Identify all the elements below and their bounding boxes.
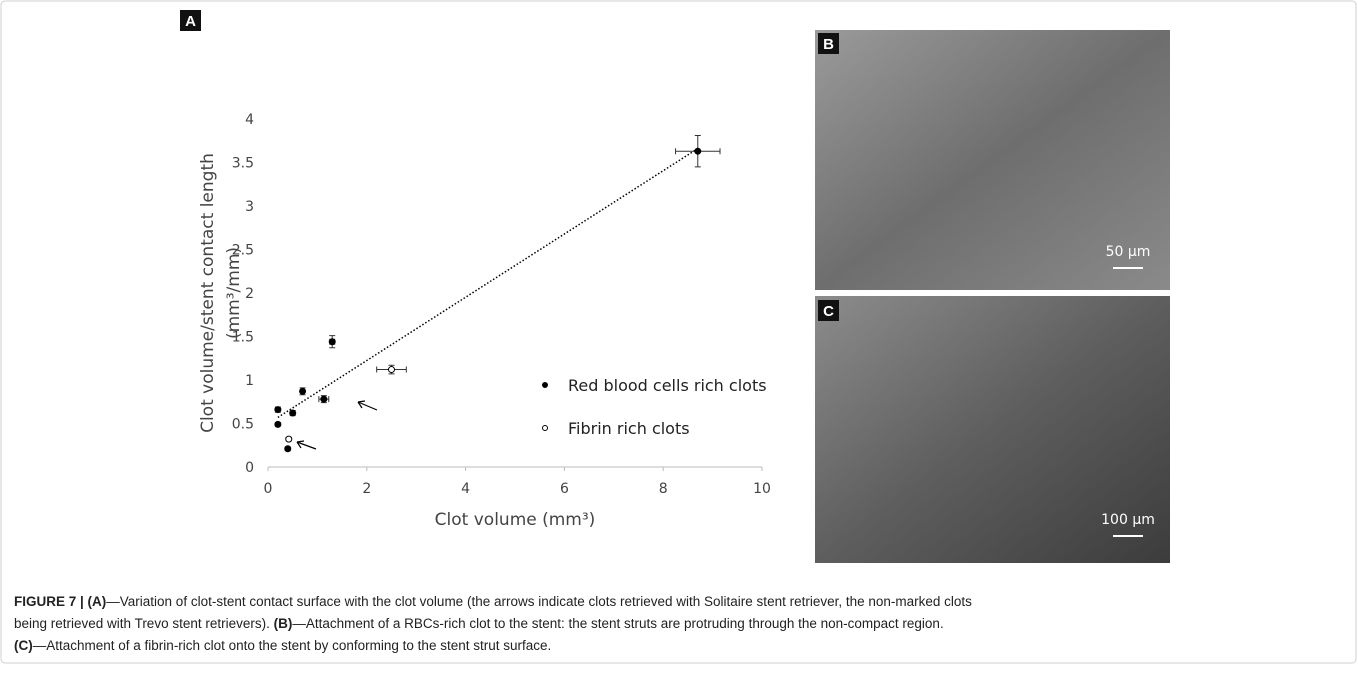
- caption-text: (B): [274, 616, 293, 631]
- x-tick-label: 6: [560, 481, 569, 497]
- x-tick-label: 10: [753, 481, 771, 497]
- point: [299, 387, 307, 395]
- y-tick-label: 2.5: [232, 243, 254, 259]
- arrow: [296, 441, 317, 450]
- point: [289, 409, 297, 417]
- panel-label: B: [823, 36, 834, 53]
- caption-text: —Variation of clot-stent contact surface…: [106, 594, 972, 609]
- y-axis-label: (mm³/mm): [224, 247, 244, 339]
- caption-text: —Attachment of a RBCs-rich clot to the s…: [292, 616, 943, 631]
- point: [328, 338, 336, 346]
- y-tick-label: 0: [245, 460, 254, 476]
- sem-image: [815, 30, 1170, 290]
- x-tick-label: 8: [659, 481, 668, 497]
- point: [284, 445, 292, 453]
- caption-line: being retrieved with Trevo stent retriev…: [14, 616, 944, 631]
- y-tick-label: 0.5: [232, 417, 254, 433]
- panel-label: A: [185, 13, 196, 30]
- point: [274, 420, 282, 428]
- point: [320, 395, 328, 403]
- arrow: [357, 401, 378, 411]
- trendline: [277, 147, 699, 419]
- point: [388, 366, 395, 374]
- panel-label-box: [818, 300, 839, 321]
- legend-label: Fibrin rich clots: [568, 419, 690, 438]
- caption-line: (C)—Attachment of a fibrin-rich clot ont…: [14, 638, 551, 653]
- y-tick-label: 1.5: [232, 330, 254, 346]
- y-tick-label: 4: [245, 112, 254, 128]
- point: [274, 406, 282, 414]
- x-tick-label: 0: [264, 481, 273, 497]
- sem-image: [815, 296, 1170, 563]
- arrow-head: [357, 400, 366, 409]
- y-tick-label: 3.5: [232, 156, 254, 172]
- panel-label-box: [818, 33, 839, 54]
- legend-marker: [542, 425, 548, 431]
- arrows: [296, 400, 378, 450]
- y-axis-label: Clot volume/stent contact length: [198, 153, 218, 433]
- caption-text: (C): [14, 638, 33, 653]
- caption-text: —Attachment of a fibrin-rich clot onto t…: [33, 638, 552, 653]
- caption-text: FIGURE 7 | (A): [14, 594, 106, 609]
- x-tick-label: 4: [461, 481, 470, 497]
- arrow-head: [296, 440, 305, 449]
- x-tick-label: 2: [362, 481, 371, 497]
- point: [694, 147, 702, 155]
- caption-text: being retrieved with Trevo stent retriev…: [14, 616, 274, 631]
- panel-label: C: [823, 303, 834, 320]
- point: [285, 435, 293, 443]
- legend-marker: [542, 382, 548, 388]
- y-tick-label: 2: [245, 286, 254, 302]
- caption-line: FIGURE 7 | (A)—Variation of clot-stent c…: [14, 594, 972, 609]
- panel-label-box: [180, 10, 201, 31]
- legend-label: Red blood cells rich clots: [568, 376, 767, 395]
- y-tick-label: 1: [245, 373, 254, 389]
- scale-bar-label: 100 µm: [1101, 512, 1155, 528]
- x-axis-label: Clot volume (mm³): [435, 510, 596, 530]
- scale-bar-label: 50 µm: [1106, 244, 1151, 260]
- y-tick-label: 3: [245, 199, 254, 215]
